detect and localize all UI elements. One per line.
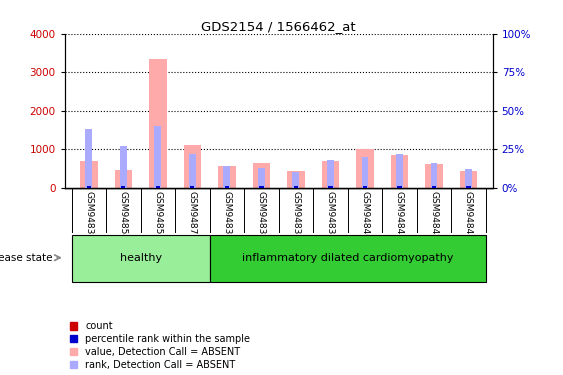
Bar [466, 185, 471, 188]
Text: GSM94839: GSM94839 [326, 190, 335, 240]
Text: GSM94855: GSM94855 [153, 190, 162, 240]
Bar [190, 186, 194, 188]
Text: GSM94843: GSM94843 [464, 190, 473, 240]
Text: GSM94838: GSM94838 [292, 190, 301, 240]
Bar [391, 155, 408, 188]
Bar [356, 149, 374, 188]
Bar [154, 126, 162, 188]
Bar [322, 161, 339, 188]
Bar [72, 235, 209, 282]
Bar [294, 185, 298, 188]
Bar [293, 172, 300, 188]
Bar [149, 59, 167, 188]
Bar [432, 186, 436, 188]
Text: GSM94841: GSM94841 [395, 190, 404, 240]
Bar [363, 185, 367, 188]
Text: disease state: disease state [0, 253, 53, 263]
Bar [327, 160, 334, 188]
Text: GSM94831: GSM94831 [84, 190, 93, 240]
Bar [81, 161, 97, 188]
Bar [86, 129, 92, 188]
Bar [397, 185, 401, 188]
Text: GSM94840: GSM94840 [360, 190, 369, 240]
Bar [87, 186, 91, 188]
Legend: count, percentile rank within the sample, value, Detection Call = ABSENT, rank, : count, percentile rank within the sample… [70, 321, 250, 370]
Bar [397, 186, 401, 188]
Bar [431, 163, 437, 188]
Bar [224, 166, 230, 188]
Text: GSM94836: GSM94836 [222, 190, 231, 240]
Bar [190, 185, 194, 188]
Bar [465, 169, 472, 188]
Bar [328, 186, 333, 188]
Bar [466, 186, 471, 188]
Bar [122, 186, 126, 188]
Bar [189, 154, 196, 188]
Text: GSM94837: GSM94837 [257, 190, 266, 240]
Bar [156, 185, 160, 188]
Bar [184, 145, 201, 188]
Bar [115, 170, 132, 188]
Bar [287, 171, 305, 188]
Bar [363, 186, 367, 188]
Bar [218, 166, 235, 188]
Bar [122, 185, 126, 188]
Text: GSM94854: GSM94854 [119, 190, 128, 240]
Text: GSM94842: GSM94842 [430, 190, 439, 240]
Text: inflammatory dilated cardiomyopathy: inflammatory dilated cardiomyopathy [242, 253, 453, 263]
Bar [396, 154, 403, 188]
Bar [209, 235, 486, 282]
Text: healthy: healthy [119, 253, 162, 263]
Bar [294, 186, 298, 188]
Bar [120, 146, 127, 188]
Bar [432, 185, 436, 188]
Bar [253, 163, 270, 188]
Bar [260, 185, 263, 188]
Bar [425, 164, 443, 188]
Bar [361, 157, 368, 188]
Bar [225, 186, 229, 188]
Bar [328, 185, 333, 188]
Bar [156, 186, 160, 188]
Bar [87, 185, 91, 188]
Bar [260, 186, 263, 188]
Bar [258, 168, 265, 188]
Bar [225, 185, 229, 188]
Text: GSM94870: GSM94870 [188, 190, 197, 240]
Title: GDS2154 / 1566462_at: GDS2154 / 1566462_at [202, 20, 356, 33]
Bar [460, 171, 477, 188]
